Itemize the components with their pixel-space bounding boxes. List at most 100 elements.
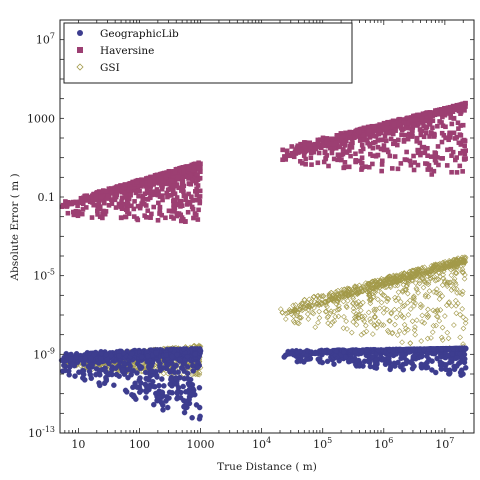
- geographiclib-point: [462, 365, 469, 371]
- haversine-point: [410, 134, 415, 139]
- gsi-point: [454, 290, 460, 296]
- gsi-point: [308, 303, 315, 309]
- geographiclib-point: [177, 357, 183, 363]
- haversine-point: [451, 130, 457, 136]
- haversine-point: [284, 148, 290, 154]
- haversine-point: [190, 198, 195, 203]
- gsi-point: [458, 256, 465, 263]
- gsi-point: [419, 264, 426, 271]
- gsi-point: [320, 292, 327, 299]
- haversine-point: [109, 190, 114, 196]
- gsi-point: [399, 303, 406, 310]
- haversine-point: [338, 131, 344, 136]
- haversine-point: [444, 135, 450, 140]
- haversine-point: [315, 144, 321, 150]
- geographiclib-point: [111, 382, 117, 388]
- gsi-point: [420, 276, 427, 282]
- haversine-point: [134, 180, 140, 185]
- haversine-point: [429, 172, 435, 177]
- haversine-point: [380, 158, 385, 164]
- haversine-point: [389, 166, 395, 171]
- gsi-point: [412, 324, 418, 330]
- haversine-point: [64, 204, 69, 209]
- gsi-point: [329, 319, 336, 325]
- geographiclib-point: [194, 364, 201, 371]
- gsi-point: [352, 289, 359, 295]
- gsi-point: [397, 277, 404, 284]
- haversine-point: [163, 174, 169, 180]
- geographiclib-point: [78, 356, 84, 362]
- haversine-point: [313, 145, 318, 150]
- haversine-point: [71, 212, 77, 218]
- haversine-point: [125, 187, 130, 193]
- geographiclib-point: [61, 362, 67, 369]
- haversine-point: [432, 157, 438, 163]
- gsi-point: [340, 298, 347, 305]
- haversine-point: [95, 208, 100, 214]
- gsi-point: [296, 314, 303, 321]
- geographiclib-point: [183, 389, 189, 395]
- haversine-point: [434, 111, 440, 117]
- haversine-point: [320, 135, 326, 141]
- haversine-point: [450, 149, 456, 155]
- haversine-point: [352, 135, 357, 140]
- haversine-point: [448, 115, 454, 120]
- haversine-point: [155, 192, 161, 198]
- haversine-point: [188, 175, 194, 181]
- gsi-point: [434, 308, 441, 315]
- haversine-point: [452, 104, 458, 109]
- haversine-point: [196, 160, 201, 166]
- haversine-point: [339, 152, 344, 158]
- gsi-point: [456, 260, 463, 267]
- haversine-point: [419, 145, 425, 150]
- haversine-point: [367, 142, 372, 147]
- haversine-point: [460, 122, 466, 128]
- gsi-point: [343, 318, 349, 324]
- gsi-point: [422, 270, 429, 276]
- haversine-point: [439, 139, 445, 145]
- gsi-point: [311, 298, 318, 305]
- haversine-point: [392, 138, 398, 144]
- haversine-point: [83, 197, 88, 202]
- gsi-point: [355, 290, 362, 296]
- geographiclib-point: [174, 395, 180, 402]
- gsi-point: [457, 311, 463, 318]
- gsi-point: [354, 284, 361, 290]
- gsi-point: [373, 306, 379, 313]
- haversine-point: [313, 141, 318, 147]
- gsi-point: [310, 294, 317, 300]
- haversine-point: [411, 122, 417, 128]
- haversine-point: [119, 199, 124, 204]
- haversine-point: [408, 162, 414, 168]
- haversine-point: [440, 156, 445, 161]
- haversine-point: [194, 192, 200, 198]
- haversine-point: [375, 138, 381, 143]
- haversine-point: [361, 125, 367, 131]
- geographiclib-point: [189, 414, 195, 421]
- haversine-point: [100, 211, 105, 217]
- gsi-point: [424, 269, 431, 276]
- haversine-point: [456, 108, 462, 114]
- haversine-point: [284, 151, 290, 156]
- haversine-point: [137, 188, 142, 194]
- geographiclib-point: [136, 377, 142, 383]
- haversine-point: [452, 136, 458, 141]
- haversine-point: [308, 150, 314, 156]
- geographiclib-point: [143, 389, 150, 395]
- gsi-point: [405, 280, 411, 287]
- gsi-point: [388, 309, 395, 316]
- haversine-point: [303, 156, 308, 162]
- gsi-point: [401, 314, 407, 321]
- gsi-point: [438, 334, 445, 341]
- haversine-point: [339, 157, 344, 163]
- haversine-point: [181, 169, 187, 174]
- haversine-point: [330, 139, 335, 144]
- gsi-point: [439, 266, 445, 273]
- geographiclib-point: [181, 346, 187, 352]
- gsi-point: [371, 308, 378, 315]
- gsi-point: [353, 304, 360, 310]
- haversine-point: [122, 182, 128, 187]
- haversine-point: [348, 153, 353, 159]
- gsi-point: [425, 293, 432, 300]
- gsi-point: [441, 263, 448, 269]
